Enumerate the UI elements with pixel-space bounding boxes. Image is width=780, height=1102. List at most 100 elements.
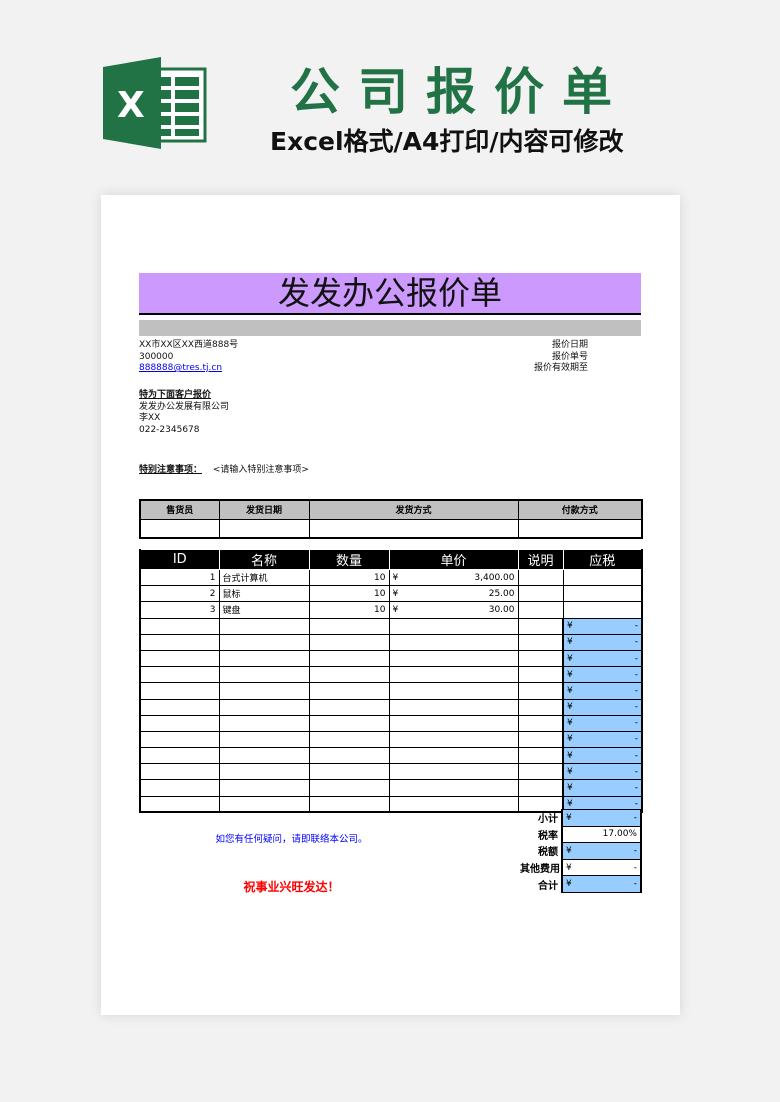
summary-value[interactable]: ¥ - bbox=[561, 858, 642, 877]
item-qty[interactable] bbox=[308, 633, 390, 651]
item-name[interactable] bbox=[218, 730, 310, 749]
taxable-value: - bbox=[634, 766, 638, 777]
item-note[interactable] bbox=[517, 763, 564, 781]
quote-date-label: 报价日期 bbox=[551, 340, 588, 350]
item-price[interactable] bbox=[388, 666, 519, 684]
item-price[interactable]: ¥3,400.00 bbox=[388, 568, 519, 587]
item-note[interactable] bbox=[517, 568, 564, 587]
item-qty[interactable] bbox=[308, 730, 390, 749]
item-name[interactable] bbox=[218, 617, 310, 635]
item-qty[interactable] bbox=[308, 714, 390, 732]
item-id[interactable] bbox=[139, 682, 220, 700]
summary-value[interactable]: ¥ - bbox=[561, 809, 642, 827]
item-note[interactable] bbox=[517, 601, 564, 619]
payment-method-cell[interactable] bbox=[517, 518, 643, 539]
item-note[interactable] bbox=[517, 747, 564, 765]
table-row: ¥ - bbox=[139, 714, 643, 732]
item-name[interactable]: 台式计算机 bbox=[218, 568, 310, 587]
item-price[interactable] bbox=[388, 714, 519, 732]
seller-email-link[interactable]: 888888@tres.tj.cn bbox=[139, 363, 223, 373]
summary-value[interactable]: ¥ - bbox=[561, 875, 642, 893]
price-value: 30.00 bbox=[488, 604, 515, 615]
item-taxable[interactable]: ¥ - bbox=[562, 617, 643, 635]
item-id[interactable] bbox=[139, 779, 220, 797]
item-name[interactable] bbox=[218, 649, 310, 668]
item-id[interactable] bbox=[139, 747, 220, 765]
item-qty[interactable] bbox=[308, 682, 390, 700]
item-name[interactable]: 键盘 bbox=[218, 601, 310, 619]
item-taxable[interactable]: ¥ - bbox=[562, 730, 643, 749]
item-name[interactable] bbox=[218, 633, 310, 651]
item-note[interactable] bbox=[517, 779, 564, 797]
item-taxable[interactable]: ¥ - bbox=[562, 747, 643, 765]
item-price[interactable] bbox=[388, 698, 519, 716]
customer-contact: 李XX bbox=[139, 413, 161, 423]
item-qty[interactable] bbox=[308, 747, 390, 765]
item-price[interactable] bbox=[388, 617, 519, 635]
item-price[interactable]: ¥25.00 bbox=[388, 585, 519, 603]
item-taxable[interactable]: ¥ - bbox=[562, 633, 643, 651]
item-note[interactable] bbox=[517, 585, 564, 603]
item-id[interactable] bbox=[139, 714, 220, 732]
item-note[interactable] bbox=[517, 617, 564, 635]
item-note[interactable] bbox=[517, 649, 564, 668]
item-id[interactable] bbox=[139, 698, 220, 716]
item-price[interactable] bbox=[388, 633, 519, 651]
ship-date-cell[interactable] bbox=[218, 518, 310, 539]
item-id[interactable] bbox=[139, 730, 220, 749]
item-name[interactable] bbox=[218, 682, 310, 700]
item-name[interactable] bbox=[218, 779, 310, 797]
item-qty[interactable] bbox=[308, 779, 390, 797]
item-taxable[interactable]: ¥ - bbox=[562, 779, 643, 797]
item-name[interactable]: 鼠标 bbox=[218, 585, 310, 603]
item-name[interactable] bbox=[218, 698, 310, 716]
item-name[interactable] bbox=[218, 747, 310, 765]
item-taxable[interactable] bbox=[562, 568, 643, 587]
item-qty[interactable]: 10 bbox=[308, 601, 390, 619]
item-taxable[interactable]: ¥ - bbox=[562, 698, 643, 716]
item-price[interactable] bbox=[388, 779, 519, 797]
item-note[interactable] bbox=[517, 682, 564, 700]
item-qty[interactable] bbox=[308, 698, 390, 716]
item-price[interactable] bbox=[388, 649, 519, 668]
items-table: ID 名称 数量 单价 说明 应税 1 台式计算机 10 ¥3,400.00 2… bbox=[139, 549, 643, 814]
item-price[interactable]: ¥30.00 bbox=[388, 601, 519, 619]
item-qty[interactable] bbox=[308, 617, 390, 635]
item-note[interactable] bbox=[517, 666, 564, 684]
item-price[interactable] bbox=[388, 682, 519, 700]
item-qty[interactable]: 10 bbox=[308, 585, 390, 603]
item-taxable[interactable]: ¥ - bbox=[562, 649, 643, 668]
item-qty[interactable]: 10 bbox=[308, 568, 390, 587]
item-note[interactable] bbox=[517, 730, 564, 749]
item-qty[interactable] bbox=[308, 763, 390, 781]
customer-company: 发发办公发展有限公司 bbox=[139, 401, 230, 412]
item-taxable[interactable]: ¥ - bbox=[562, 763, 643, 781]
item-price[interactable] bbox=[388, 763, 519, 781]
item-taxable[interactable]: ¥ - bbox=[562, 795, 643, 813]
item-note[interactable] bbox=[517, 633, 564, 651]
item-price[interactable] bbox=[388, 730, 519, 749]
salesperson-cell[interactable] bbox=[139, 518, 220, 539]
item-qty[interactable] bbox=[308, 649, 390, 668]
notes-input[interactable]: <请输入特别注意事项> bbox=[212, 465, 309, 475]
summary-value[interactable]: 17.00% bbox=[561, 825, 642, 844]
item-id[interactable] bbox=[139, 617, 220, 635]
item-qty[interactable] bbox=[308, 666, 390, 684]
item-taxable[interactable]: ¥ - bbox=[562, 714, 643, 732]
item-name[interactable] bbox=[218, 666, 310, 684]
item-note[interactable] bbox=[517, 714, 564, 732]
item-taxable[interactable] bbox=[562, 601, 643, 619]
ship-method-cell[interactable] bbox=[308, 518, 519, 539]
item-price[interactable] bbox=[388, 747, 519, 765]
item-name[interactable] bbox=[218, 763, 310, 781]
item-id[interactable] bbox=[139, 763, 220, 781]
item-id[interactable] bbox=[139, 633, 220, 651]
item-taxable[interactable]: ¥ - bbox=[562, 682, 643, 700]
summary-value[interactable]: ¥ - bbox=[561, 842, 642, 860]
item-id[interactable] bbox=[139, 649, 220, 668]
item-taxable[interactable]: ¥ - bbox=[562, 666, 643, 684]
item-name[interactable] bbox=[218, 714, 310, 732]
item-id[interactable] bbox=[139, 666, 220, 684]
item-note[interactable] bbox=[517, 698, 564, 716]
item-taxable[interactable] bbox=[562, 585, 643, 603]
